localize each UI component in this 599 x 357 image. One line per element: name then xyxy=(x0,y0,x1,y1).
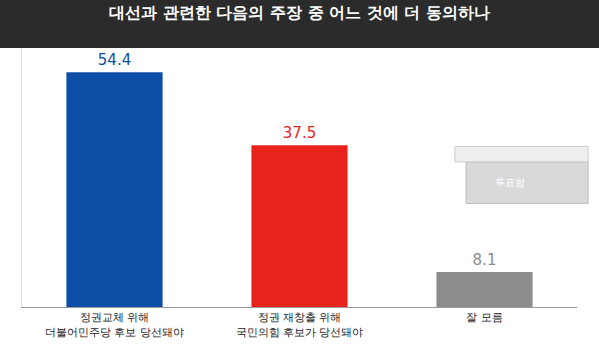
svg-text:잘 모름: 잘 모름 xyxy=(466,311,503,324)
svg-text:37.5: 37.5 xyxy=(283,124,316,142)
svg-text:투표함: 투표함 xyxy=(495,177,525,188)
svg-text:8.1: 8.1 xyxy=(473,251,497,269)
svg-text:대선과 관련한 다음의 주장 중 어느 것에 더 동의하나: 대선과 관련한 다음의 주장 중 어느 것에 더 동의하나 xyxy=(109,3,490,22)
svg-text:정권 재창출 위해국민의힘 후보가 당선돼야: 정권 재창출 위해국민의힘 후보가 당선돼야 xyxy=(236,311,364,338)
svg-text:54.4: 54.4 xyxy=(98,51,131,69)
svg-text:정권교체 위해더불어민주당 후보 당선돼야: 정권교체 위해더불어민주당 후보 당선돼야 xyxy=(45,311,184,338)
